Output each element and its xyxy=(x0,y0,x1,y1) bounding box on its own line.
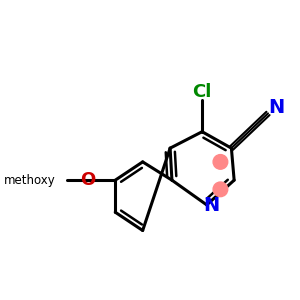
Text: O: O xyxy=(80,171,95,189)
Text: Cl: Cl xyxy=(192,83,212,101)
Text: methoxy: methoxy xyxy=(4,174,56,187)
Circle shape xyxy=(213,182,228,196)
Text: N: N xyxy=(268,98,284,117)
Circle shape xyxy=(213,154,228,169)
Text: N: N xyxy=(203,196,219,215)
